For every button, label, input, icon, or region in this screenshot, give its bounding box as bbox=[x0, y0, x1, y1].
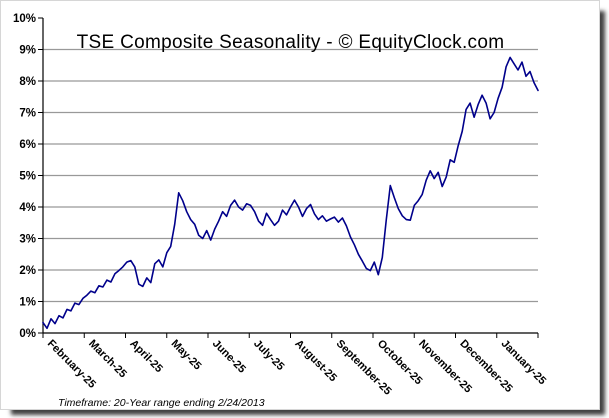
x-axis-label: June-25 bbox=[210, 338, 248, 376]
y-axis-label: 10% bbox=[13, 13, 36, 25]
y-axis-label: 8% bbox=[19, 76, 36, 88]
y-axis-label: 4% bbox=[19, 202, 36, 214]
x-axis-label: July-25 bbox=[251, 338, 286, 373]
y-axis-label: 3% bbox=[19, 234, 36, 246]
x-axis-label: April-25 bbox=[127, 338, 164, 375]
seasonality-chart: 0%1%2%3%4%5%6%7%8%9%10%February-25March-… bbox=[13, 13, 548, 408]
y-axis-label: 0% bbox=[19, 328, 36, 340]
x-axis-label: May-25 bbox=[169, 338, 204, 373]
y-axis-label: 7% bbox=[19, 108, 36, 120]
x-axis-label: March-25 bbox=[86, 338, 129, 381]
y-axis-label: 6% bbox=[19, 139, 36, 151]
y-axis-label: 9% bbox=[19, 45, 36, 57]
timeframe-footnote: Timeframe: 20-Year range ending 2/24/201… bbox=[58, 397, 265, 408]
y-axis-label: 2% bbox=[19, 265, 36, 277]
seasonality-line bbox=[42, 56, 539, 330]
y-axis-label: 5% bbox=[19, 171, 36, 183]
chart-image: 0% 1% 2% 3% 4% 5% 6% 7% 8% 9% 10% February-25 March-… bbox=[0, 0, 600, 410]
chart-title: TSE Composite Seasonality - © EquityCloc… bbox=[77, 32, 505, 53]
y-axis-label: 1% bbox=[19, 297, 36, 309]
x-axis-label: August-25 bbox=[292, 338, 339, 385]
